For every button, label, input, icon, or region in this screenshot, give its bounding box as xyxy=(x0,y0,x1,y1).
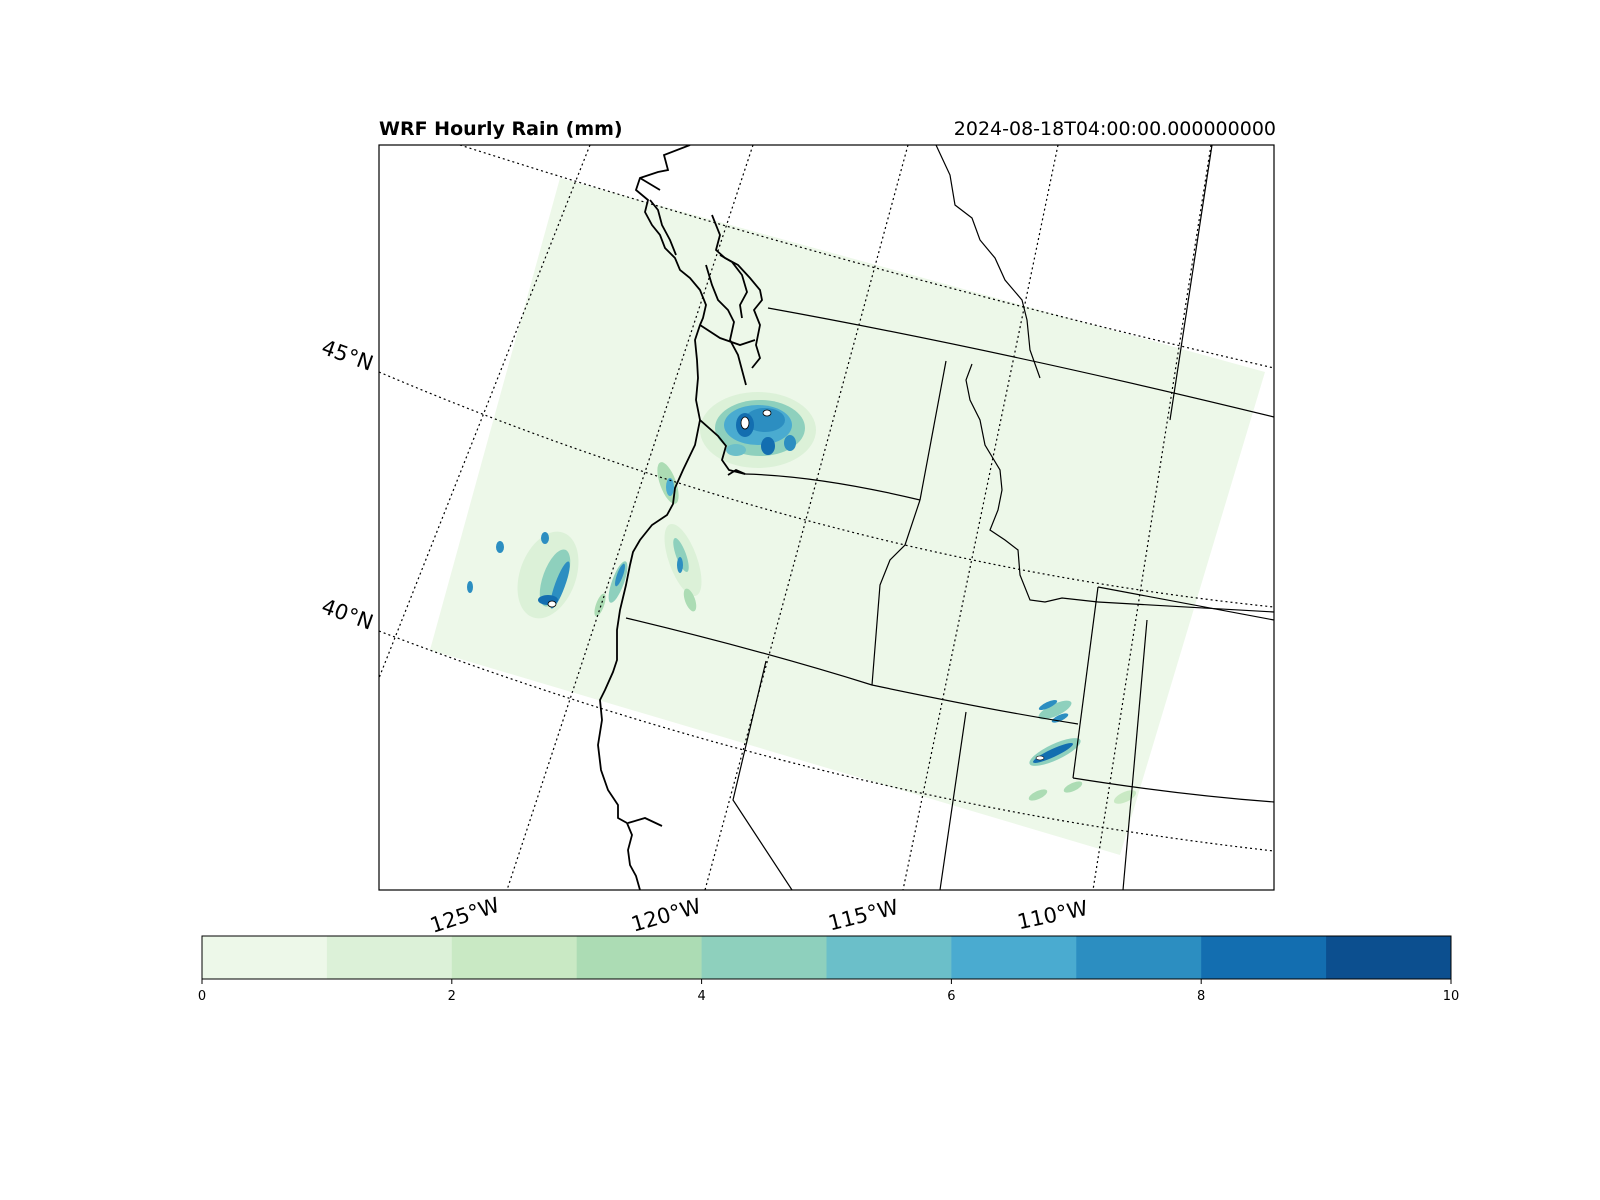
rain-cluster-offshore xyxy=(467,531,628,619)
colorbar-segment xyxy=(451,936,578,979)
rain-cluster-washington xyxy=(700,392,816,468)
lon-label-115: 115°W xyxy=(826,895,901,936)
rain-cluster-utah xyxy=(1028,699,1137,804)
lon-label-110: 110°W xyxy=(1015,896,1090,934)
colorbar-frame xyxy=(201,935,1452,980)
coastline xyxy=(597,145,763,890)
borders xyxy=(625,145,1274,890)
lat-label-40: 40°N xyxy=(318,594,376,635)
colorbar-segment xyxy=(576,936,703,979)
colorbar xyxy=(201,936,1452,984)
rain-cluster-oregon xyxy=(657,462,702,612)
graticule xyxy=(379,145,1274,890)
colorbar-segment xyxy=(1326,936,1452,979)
colorbar-tick-label: 0 xyxy=(197,989,207,1004)
colorbar-segment xyxy=(701,936,827,979)
colorbar-tick-label: 6 xyxy=(947,989,956,1004)
colorbar-tick-label: 2 xyxy=(447,989,456,1004)
colorbar-tick-label: 10 xyxy=(1442,989,1460,1004)
colorbar-tick-label: 4 xyxy=(697,989,706,1004)
colorbar-segment xyxy=(202,936,328,979)
lat-label-45: 45°N xyxy=(318,335,376,376)
colorbar-segment xyxy=(1076,936,1202,979)
colorbar-segment xyxy=(1201,936,1327,979)
lon-label-120: 120°W xyxy=(628,894,703,937)
map-title: WRF Hourly Rain (mm) xyxy=(379,118,623,140)
map-timestamp: 2024-08-18T04:00:00.000000000 xyxy=(953,118,1276,140)
model-domain xyxy=(430,178,1265,855)
lon-label-125: 125°W xyxy=(427,893,502,938)
colorbar-segment xyxy=(951,936,1077,979)
colorbar-segment xyxy=(826,936,952,979)
map-content xyxy=(379,145,1274,890)
colorbar-tick-label: 8 xyxy=(1197,989,1206,1004)
map-frame xyxy=(378,144,1275,891)
colorbar-segment xyxy=(326,936,453,979)
